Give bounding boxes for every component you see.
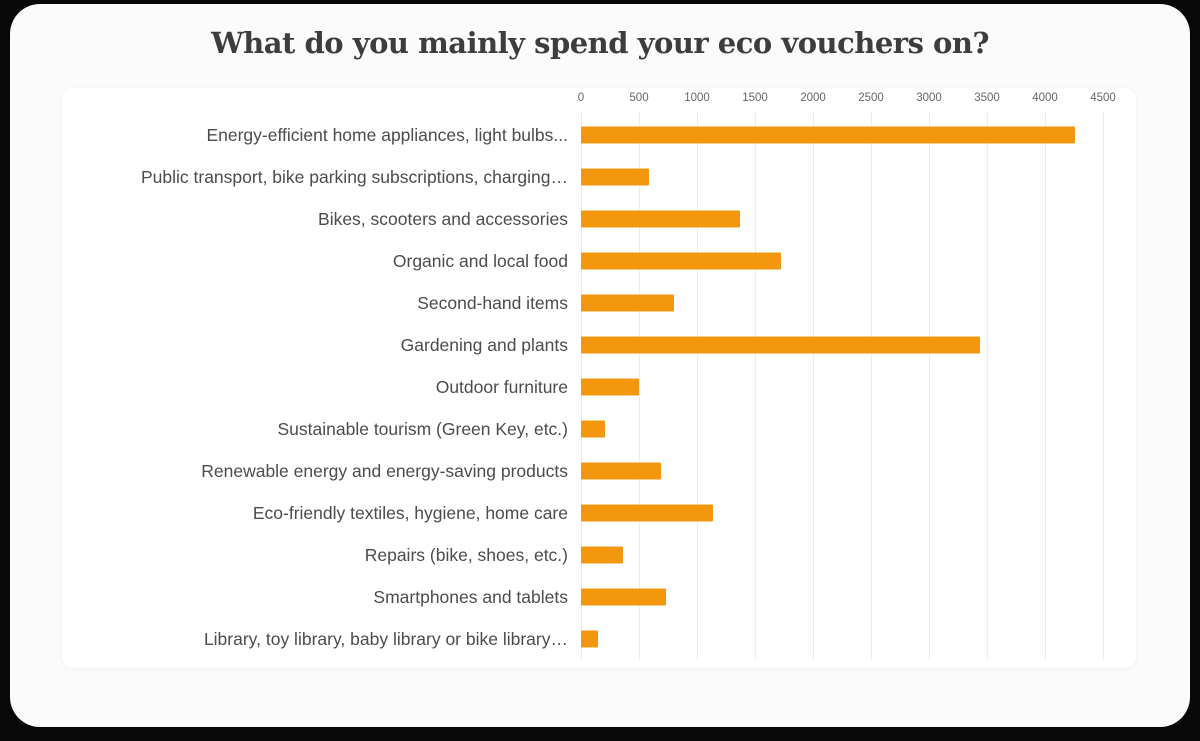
gridline (871, 112, 872, 660)
gridline (639, 112, 640, 660)
gridline (755, 112, 756, 660)
bar-row: Outdoor furniture (62, 366, 1136, 408)
category-label: Public transport, bike parking subscript… (140, 166, 568, 187)
bar-track (581, 450, 1136, 492)
bar (581, 462, 662, 480)
bar-row: Gardening and plants (62, 324, 1136, 366)
x-tick-label: 1500 (742, 92, 768, 104)
gridline (1045, 112, 1046, 660)
gridline (697, 112, 698, 660)
category-label: Outdoor furniture (435, 376, 568, 397)
bar-row: Organic and local food (62, 240, 1136, 282)
bar-track (581, 408, 1136, 450)
bar-rows: Energy-efficient home appliances, light … (62, 114, 1136, 660)
bar-row: Renewable energy and energy-saving produ… (62, 450, 1136, 492)
bar (581, 630, 598, 648)
bar-row: Public transport, bike parking subscript… (62, 156, 1136, 198)
bar (581, 126, 1076, 144)
category-label: Renewable energy and energy-saving produ… (201, 460, 568, 481)
bar-track (581, 366, 1136, 408)
bar-row: Repairs (bike, shoes, etc.) (62, 534, 1136, 576)
bar-row: Library, toy library, baby library or bi… (62, 618, 1136, 660)
bar-track (581, 198, 1136, 240)
chart-title: What do you mainly spend your eco vouche… (211, 26, 989, 60)
category-label: Smartphones and tablets (373, 586, 568, 607)
bar-track (581, 156, 1136, 198)
x-tick-label: 500 (629, 92, 649, 104)
bar (581, 504, 714, 522)
bar-track (581, 240, 1136, 282)
bar (581, 336, 981, 354)
bar (581, 252, 781, 270)
bar-track (581, 114, 1136, 156)
category-label: Gardening and plants (400, 334, 568, 355)
bar-row: Sustainable tourism (Green Key, etc.) (62, 408, 1136, 450)
category-label: Energy-efficient home appliances, light … (206, 124, 568, 145)
x-tick-label: 0 (577, 92, 585, 104)
plot-panel: 0 500 1000 1500 2000 2500 3000 3500 4000 4500 Ene… (62, 88, 1136, 668)
chart-card: What do you mainly spend your eco vouche… (10, 4, 1190, 727)
category-label: Eco-friendly textiles, hygiene, home car… (252, 502, 568, 523)
gridline (987, 112, 988, 660)
bar-row: Eco-friendly textiles, hygiene, home car… (62, 492, 1136, 534)
category-label: Organic and local food (392, 250, 568, 271)
bar-row: Bikes, scooters and accessories (62, 198, 1136, 240)
x-tick-label: 4000 (1032, 92, 1058, 104)
bar-row: Energy-efficient home appliances, light … (62, 114, 1136, 156)
x-tick-label: 1000 (684, 92, 710, 104)
x-tick-label: 2000 (800, 92, 826, 104)
bar-row: Second-hand items (62, 282, 1136, 324)
category-label: Repairs (bike, shoes, etc.) (364, 544, 568, 565)
gridline (1103, 112, 1104, 660)
bar-row: Smartphones and tablets (62, 576, 1136, 618)
x-tick-label: 3000 (916, 92, 942, 104)
bar-track (581, 618, 1136, 660)
bar-track (581, 492, 1136, 534)
x-axis: 0 500 1000 1500 2000 2500 3000 3500 4000 4500 (62, 92, 1136, 108)
x-tick-label: 4500 (1090, 92, 1116, 104)
bar (581, 210, 740, 228)
bar (581, 588, 666, 606)
bar (581, 378, 639, 396)
x-tick-label: 2500 (858, 92, 884, 104)
x-tick-label: 3500 (974, 92, 1000, 104)
bar (581, 168, 650, 186)
category-label: Sustainable tourism (Green Key, etc.) (277, 418, 569, 439)
bar-track (581, 534, 1136, 576)
bar-track (581, 282, 1136, 324)
gridline (929, 112, 930, 660)
bar (581, 546, 623, 564)
bar-track (581, 576, 1136, 618)
bar (581, 420, 606, 438)
bar-track (581, 324, 1136, 366)
category-label: Second-hand items (417, 292, 568, 313)
gridline (813, 112, 814, 660)
category-label: Library, toy library, baby library or bi… (203, 628, 568, 649)
category-label: Bikes, scooters and accessories (318, 208, 568, 229)
bar (581, 294, 674, 312)
